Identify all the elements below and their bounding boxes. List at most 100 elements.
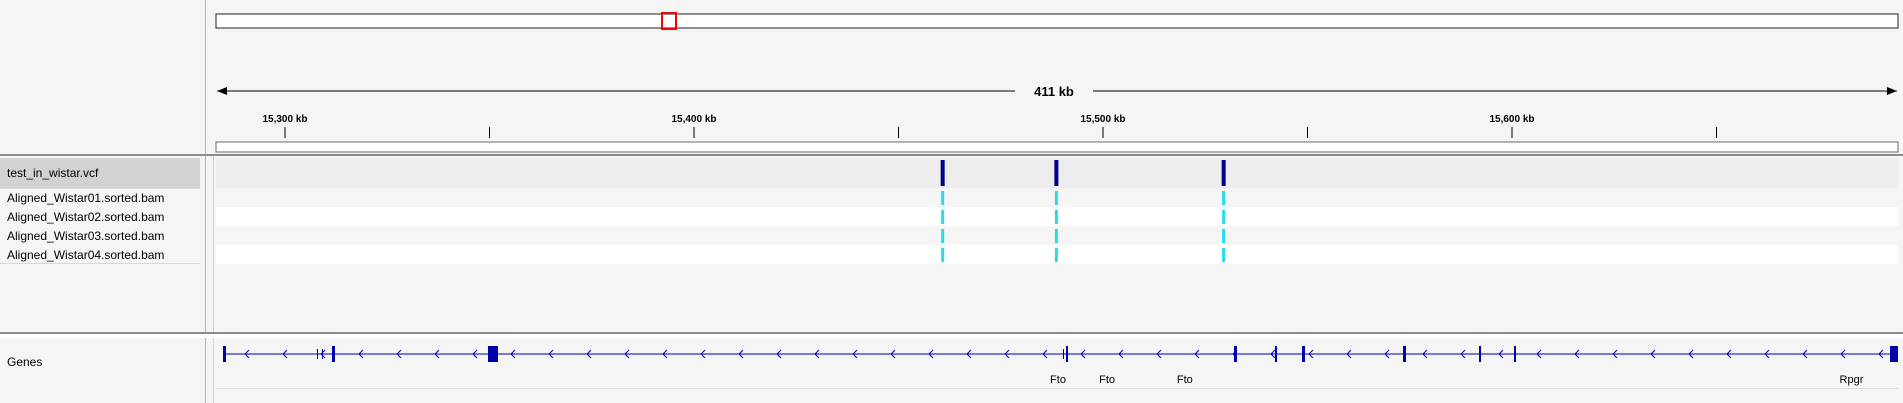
gene-label-4: Rpgr <box>1840 374 1864 386</box>
variant-marks <box>940 160 1226 262</box>
exon-11 <box>1890 346 1898 362</box>
strand-arrow-icon <box>1308 349 1314 359</box>
gene-row-divider <box>216 388 1898 389</box>
strand-arrow-icon <box>282 349 288 359</box>
strand-arrow-icon <box>738 349 744 359</box>
track-name-column: test_in_wistar.vcf Aligned_Wistar01.sort… <box>0 156 205 332</box>
ruler-bottom-strip <box>215 141 1899 153</box>
genotype-call-3-1 <box>1222 191 1226 205</box>
strand-arrow-icon <box>1194 349 1200 359</box>
sample-label-1[interactable]: Aligned_Wistar01.sorted.bam <box>7 191 165 205</box>
gene-track-svg[interactable]: Fto Fto Fto Rpgr <box>0 338 1903 403</box>
exon-1 <box>223 346 226 362</box>
strand-arrow-icon <box>1536 349 1542 359</box>
genotype-call-3-2 <box>1222 210 1226 224</box>
gene-boundary-1 <box>317 349 318 359</box>
genotype-call-1-2 <box>941 210 945 224</box>
variant-site-3 <box>1221 160 1226 186</box>
exon-9 <box>1479 346 1481 362</box>
panel-divider-inner <box>213 156 214 332</box>
strand-arrow-icon <box>1080 349 1086 359</box>
strand-arrow-icon <box>358 349 364 359</box>
sample-label-3[interactable]: Aligned_Wistar03.sorted.bam <box>7 229 165 243</box>
sample-label-2[interactable]: Aligned_Wistar02.sorted.bam <box>7 210 165 224</box>
ruler-name-area <box>0 0 205 154</box>
strand-arrow-icon <box>1422 349 1428 359</box>
strand-arrow-icon <box>1460 349 1466 359</box>
tick-label-3: 15,500 kb <box>1080 114 1125 125</box>
exon-4 <box>1066 346 1068 362</box>
genotype-call-2-4 <box>1054 248 1058 262</box>
genotype-call-3-3 <box>1222 229 1226 243</box>
strand-arrow-icon <box>1878 349 1884 359</box>
strand-arrow-icon <box>1688 349 1694 359</box>
strand-arrow-icon <box>928 349 934 359</box>
exon-3 <box>488 346 498 362</box>
span-label: 411 kb <box>1034 84 1074 99</box>
genotype-call-1-4 <box>941 248 945 262</box>
strand-arrow-icon <box>1156 349 1162 359</box>
panel-divider <box>205 338 206 403</box>
strand-arrow-icon <box>1004 349 1010 359</box>
exon-7 <box>1302 346 1305 362</box>
strand-arrow-icon <box>624 349 630 359</box>
sample-label-4[interactable]: Aligned_Wistar04.sorted.bam <box>7 248 165 262</box>
panel-divider <box>205 156 206 332</box>
variant-site-1 <box>940 160 945 186</box>
genes-track-label[interactable]: Genes <box>7 355 43 369</box>
exon-6 <box>1275 346 1277 362</box>
genotype-call-2-1 <box>1054 191 1058 205</box>
genotype-call-1-1 <box>941 191 945 205</box>
strand-arrow-icon <box>1840 349 1846 359</box>
strand-arrow-icon <box>1726 349 1732 359</box>
strand-arrow-icon <box>1612 349 1618 359</box>
genotype-call-3-4 <box>1222 248 1226 262</box>
strand-arrow-icon <box>852 349 858 359</box>
panel-divider <box>205 0 206 154</box>
gene-label-3: Fto <box>1177 374 1193 386</box>
strand-arrow-icon <box>1764 349 1770 359</box>
strand-arrow-icon <box>1574 349 1580 359</box>
strand-arrow-icon <box>1118 349 1124 359</box>
exon-8 <box>1403 346 1406 362</box>
current-region-box <box>661 12 677 30</box>
exon-10 <box>1514 346 1516 362</box>
strand-arrow-icon <box>776 349 782 359</box>
strand-arrow-icon <box>510 349 516 359</box>
panel-divider-inner <box>213 338 214 403</box>
gene-panel: Genes Fto Fto Fto Rpgr <box>0 338 1903 403</box>
strand-arrow-icon <box>320 349 326 359</box>
span-arrow-left-icon <box>217 87 227 95</box>
strand-arrow-icon <box>396 349 402 359</box>
ruler-svg[interactable]: 411 kb 15,300 kb 15,400 kb 15,500 kb 15,600… <box>0 0 1903 154</box>
exon-5 <box>1234 346 1237 362</box>
strand-arrow-icon <box>1498 349 1504 359</box>
data-panel: test_in_wistar.vcf Aligned_Wistar01.sort… <box>0 156 1903 334</box>
tick-label-4: 15,600 kb <box>1489 114 1534 125</box>
variant-track-svg[interactable] <box>0 156 1903 332</box>
strand-arrow-icon <box>814 349 820 359</box>
genotype-call-2-2 <box>1054 210 1058 224</box>
strand-arrow-icon <box>586 349 592 359</box>
gene-label-2: Fto <box>1099 374 1115 386</box>
ruler-panel: 411 kb 15,300 kb 15,400 kb 15,500 kb 15,600… <box>0 0 1903 156</box>
strand-arrow-icon <box>434 349 440 359</box>
row-divider <box>0 188 200 189</box>
genotype-call-1-3 <box>941 229 945 243</box>
gene-boundary-2 <box>322 349 323 359</box>
strand-arrow-icon <box>966 349 972 359</box>
vcf-track-label[interactable]: test_in_wistar.vcf <box>7 166 99 180</box>
vcf-track-header[interactable] <box>0 158 200 188</box>
strand-arrow-icon <box>472 349 478 359</box>
row-divider <box>0 263 200 264</box>
gene-boundary-3 <box>1063 349 1064 359</box>
tick-label-2: 15,400 kb <box>671 114 716 125</box>
strand-arrow-icon <box>1384 349 1390 359</box>
genotype-call-2-3 <box>1054 229 1058 243</box>
strand-arrow-icon <box>1042 349 1048 359</box>
strand-arrow-icon <box>1346 349 1352 359</box>
strand-arrow-icon <box>244 349 250 359</box>
strand-arrow-icon <box>1270 349 1276 359</box>
chromosome-ideogram <box>215 13 1899 29</box>
strand-arrow-icon <box>890 349 896 359</box>
